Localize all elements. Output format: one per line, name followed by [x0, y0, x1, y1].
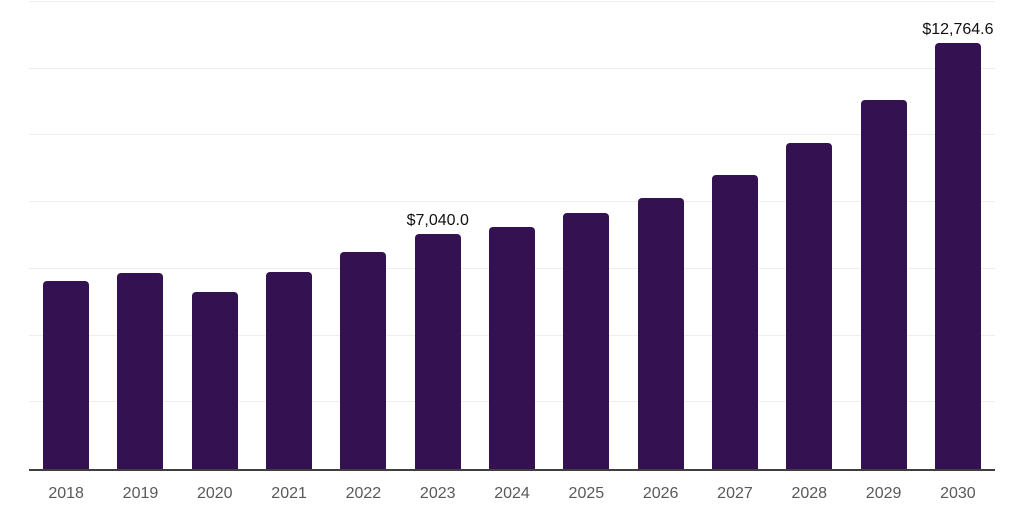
x-tick-label: 2025	[568, 485, 605, 502]
gridline	[29, 201, 995, 203]
bar-band	[846, 2, 920, 469]
bar-band	[698, 2, 772, 469]
gridline	[29, 134, 995, 136]
bar-band	[624, 2, 698, 469]
bar	[340, 251, 387, 469]
bar-band	[103, 2, 177, 469]
x-tick-label: 2030	[940, 485, 976, 502]
bar	[117, 273, 164, 469]
bar	[860, 100, 907, 469]
bar-band: $12,764.6	[921, 2, 995, 469]
bar	[266, 272, 313, 469]
x-tick-label: 2028	[791, 485, 828, 502]
bar	[711, 175, 758, 469]
bars: $7,040.0 $12,764.6	[29, 2, 995, 469]
bar	[934, 43, 981, 469]
bar	[191, 292, 238, 469]
bar-band	[549, 2, 623, 469]
x-tick-label: 2026	[642, 485, 679, 502]
x-tick-label: 2029	[865, 485, 902, 502]
x-tick-label: 2021	[271, 485, 307, 502]
bar-value-label: $7,040.0	[406, 212, 469, 230]
x-tick-label: 2019	[122, 485, 159, 502]
bar-band	[475, 2, 549, 469]
gridline	[29, 1, 995, 2]
x-axis-labels: 2018 2019 2020 2021 2022 2023 2024 2025 2026 2027…	[29, 484, 995, 503]
plot-area: $7,040.0 $12,764.6	[29, 1, 995, 471]
bar	[414, 234, 461, 469]
bar-band	[252, 2, 326, 469]
bar-band	[326, 2, 400, 469]
bar	[637, 198, 684, 469]
x-tick-label: 2018	[48, 485, 84, 502]
bar-band: $7,040.0	[401, 2, 475, 469]
bar-band	[29, 2, 103, 469]
bar	[43, 281, 90, 469]
x-tick-label: 2023	[419, 485, 456, 502]
bar-band	[772, 2, 846, 469]
bar-band	[178, 2, 252, 469]
bar	[563, 212, 610, 469]
x-tick-label: 2027	[717, 485, 753, 502]
gridline	[29, 67, 995, 69]
bar	[786, 142, 833, 469]
x-tick-label: 2024	[494, 485, 530, 502]
x-tick-label: 2022	[345, 485, 382, 502]
bar	[489, 226, 536, 469]
x-tick-label: 2020	[196, 485, 233, 502]
bar-value-label: $12,764.6	[922, 21, 994, 39]
